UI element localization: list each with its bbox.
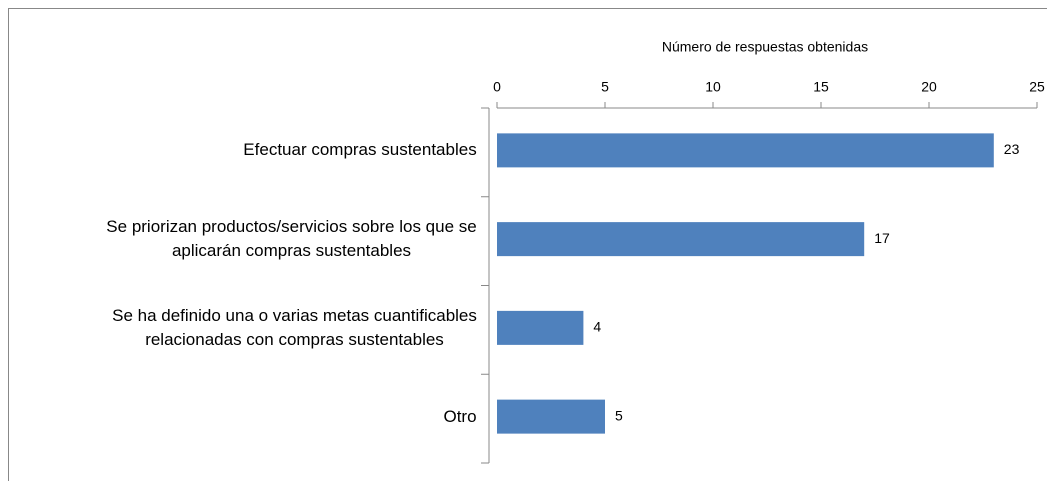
- data-label: 23: [1004, 141, 1020, 157]
- x-tick-label: 25: [1029, 79, 1045, 95]
- x-tick-label: 0: [493, 79, 501, 95]
- x-tick-label: 5: [601, 79, 609, 95]
- x-tick-label: 20: [921, 79, 937, 95]
- data-label: 5: [615, 407, 623, 423]
- bar: [497, 399, 605, 434]
- x-tick-label: 10: [705, 79, 721, 95]
- frame: [8, 8, 1047, 481]
- bar: [497, 222, 865, 257]
- data-label: 17: [874, 230, 890, 246]
- category-label: Efectuar compras sustentables: [243, 140, 477, 160]
- bar: [497, 310, 584, 345]
- category-label: Se priorizan productos/servicios sobre l…: [106, 217, 477, 261]
- category-label: Se ha definido una o varias metas cuanti…: [112, 305, 477, 349]
- category-label: Otro: [443, 406, 477, 426]
- data-label: 4: [593, 319, 601, 335]
- axis-title: Número de respuestas obtenidas: [662, 39, 868, 55]
- x-tick-label: 15: [813, 79, 829, 95]
- bar: [497, 133, 994, 168]
